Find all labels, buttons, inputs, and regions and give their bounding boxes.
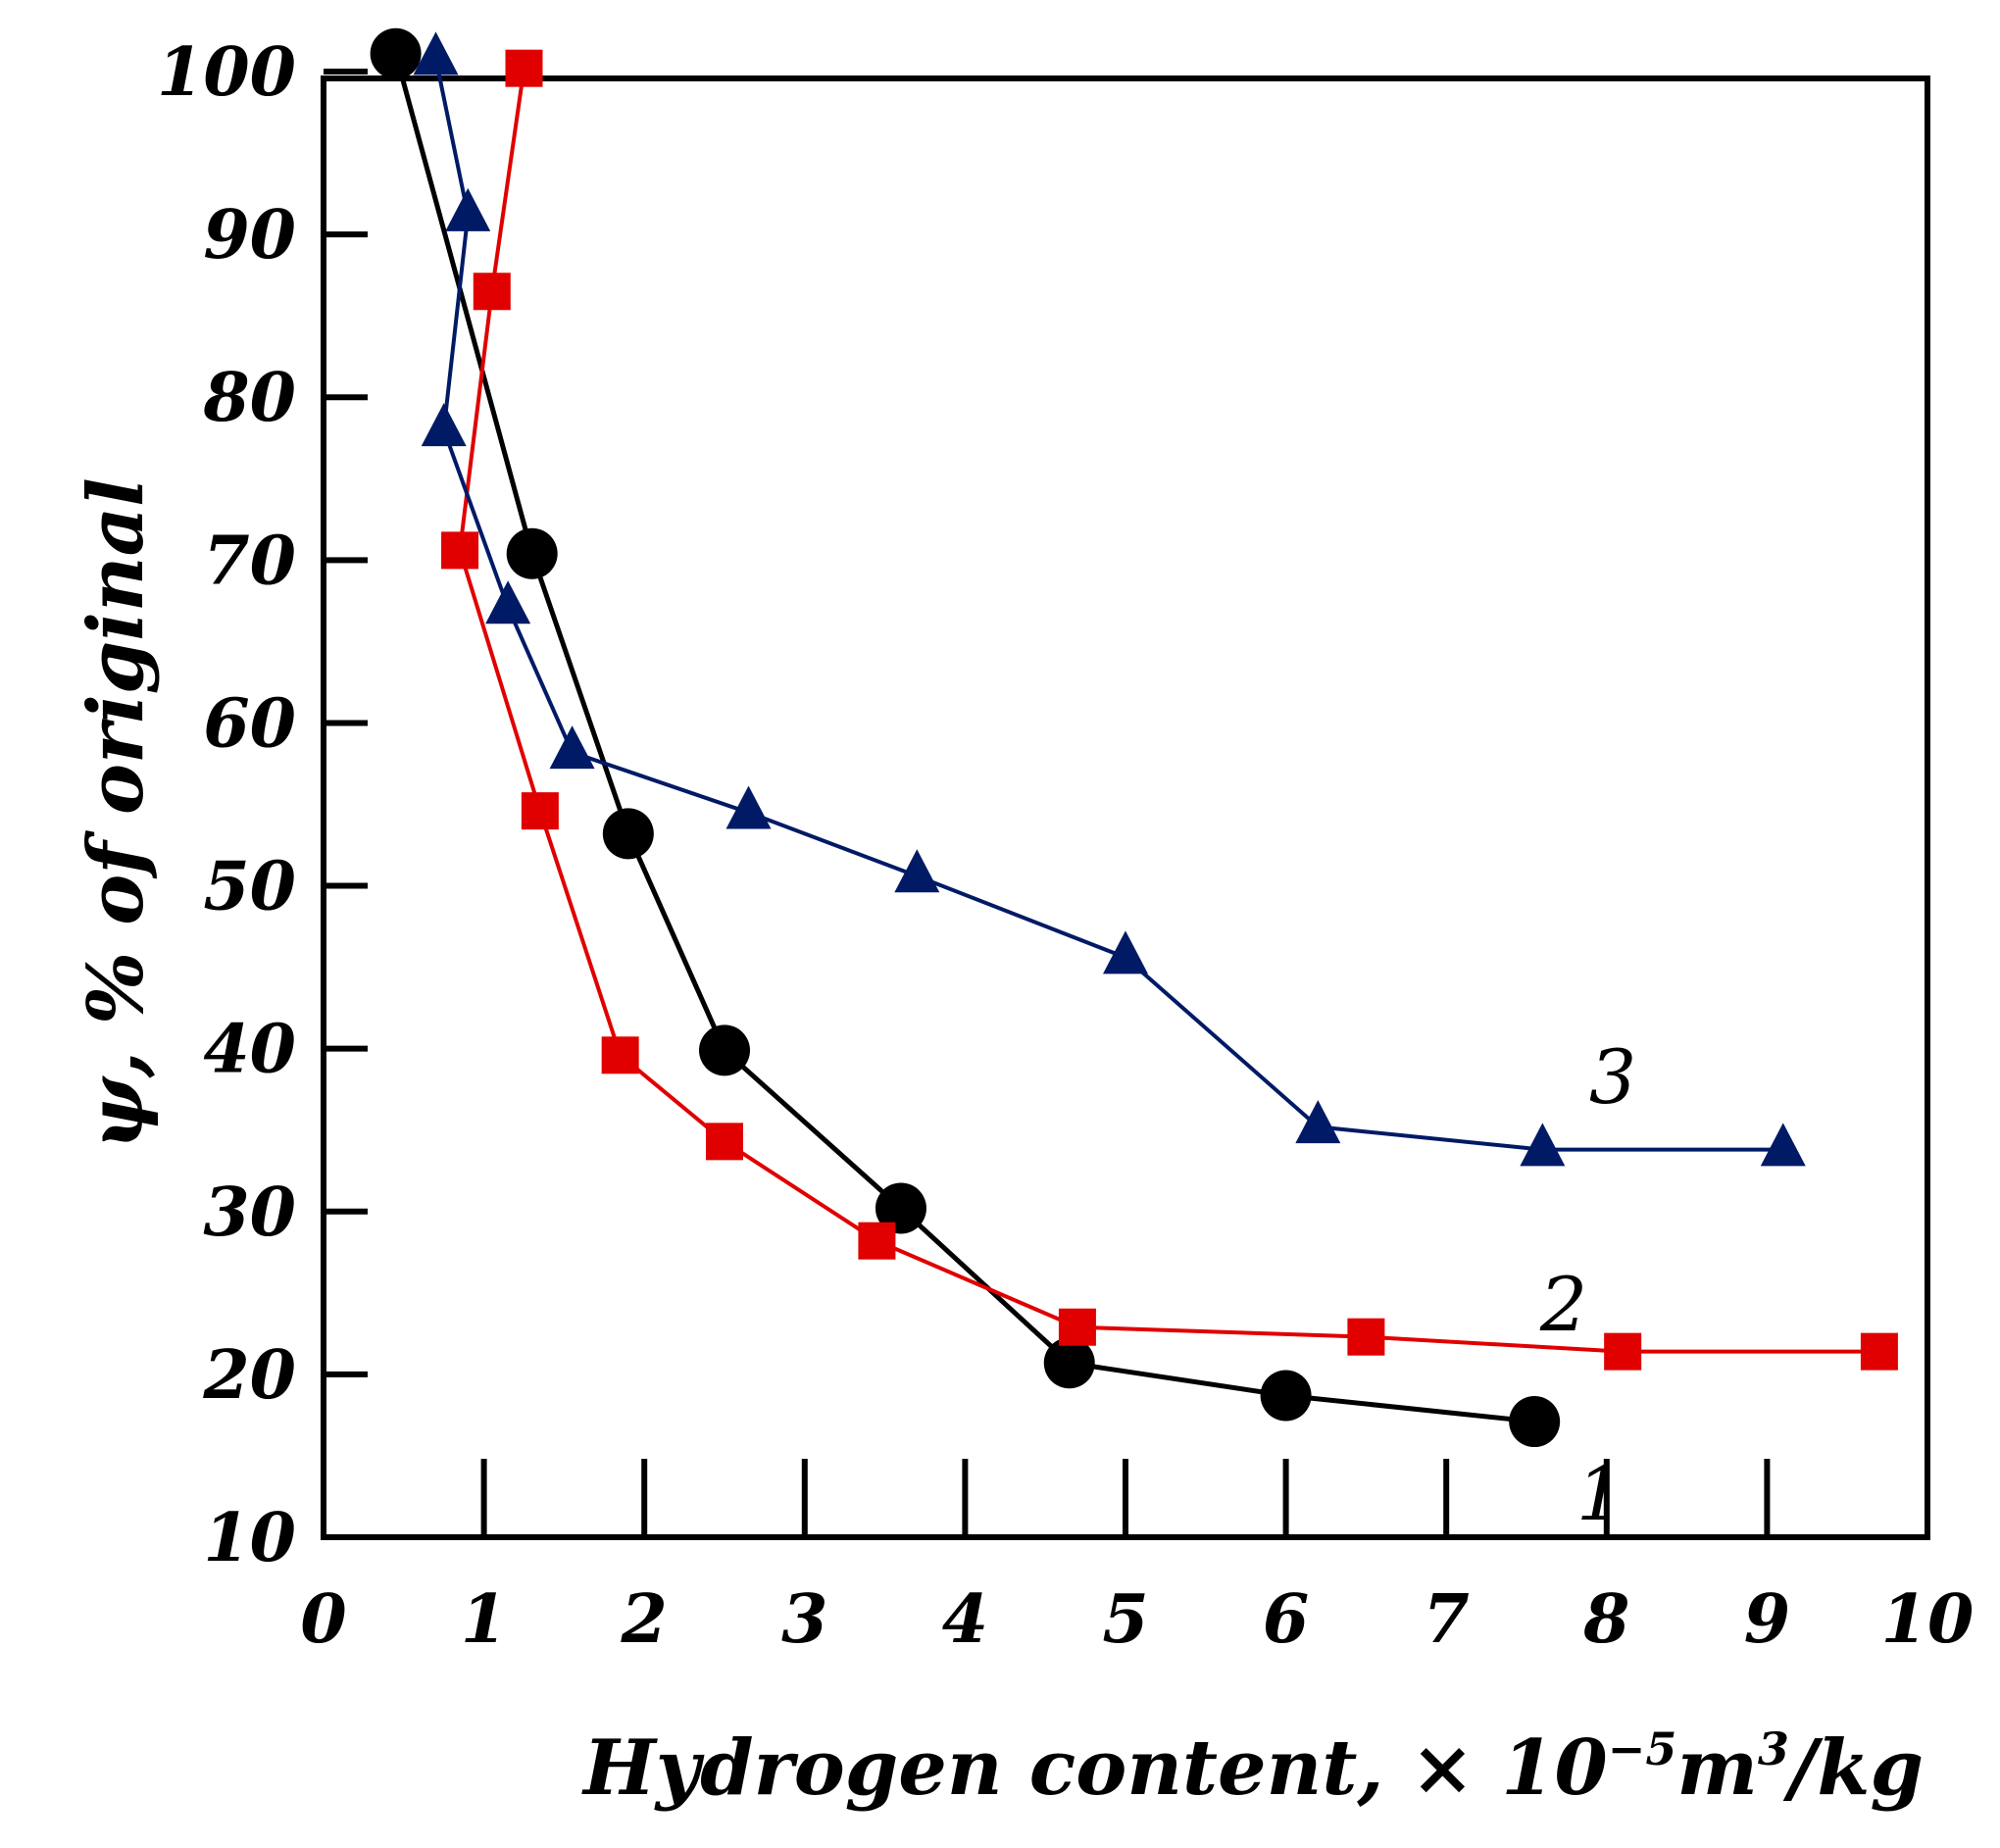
series-3-point bbox=[1295, 1100, 1341, 1144]
series-3-point bbox=[445, 187, 491, 231]
series-2-point bbox=[1604, 1332, 1642, 1371]
y-tick-label: 90 bbox=[203, 196, 296, 275]
y-tick-label: 60 bbox=[203, 684, 296, 763]
x-tick-label: 1 bbox=[461, 1580, 507, 1659]
series-3-point bbox=[894, 849, 940, 893]
series-3-line bbox=[433, 58, 1783, 1152]
x-tick-label: 6 bbox=[1263, 1580, 1309, 1659]
plot-frame bbox=[321, 75, 1930, 1540]
series-3-point bbox=[1103, 930, 1148, 974]
series-1-point bbox=[1043, 1337, 1095, 1389]
series-label-1: 1 bbox=[1576, 1450, 1624, 1537]
series-1 bbox=[370, 27, 1561, 1448]
y-tick-label: 50 bbox=[203, 848, 296, 926]
labels-layer: 1 2 3 bbox=[1539, 1033, 1636, 1537]
x-tick-label: 2 bbox=[621, 1580, 668, 1659]
series-3-point bbox=[725, 785, 772, 829]
series-1-point bbox=[875, 1182, 926, 1234]
axis-ticks: 0 1 2 3 4 5 6 7 8 9 10 10 20 30 40 50 60 70 80 90 100 bbox=[157, 33, 1974, 1659]
series-layer bbox=[370, 27, 1898, 1448]
series-3-point bbox=[413, 31, 459, 75]
x-axis-label-unit-rest: /kg bbox=[1782, 1723, 1924, 1813]
x-tick-label: 8 bbox=[1582, 1580, 1629, 1659]
x-tick-label: 0 bbox=[300, 1580, 346, 1659]
series-3 bbox=[413, 31, 1806, 1167]
y-tick-label: 70 bbox=[203, 522, 296, 600]
x-tick-label: 10 bbox=[1881, 1580, 1975, 1659]
x-axis-label-unit-m: m bbox=[1676, 1723, 1758, 1813]
x-axis-label-unit-exp: 3 bbox=[1758, 1723, 1789, 1775]
series-1-point bbox=[602, 808, 654, 860]
x-axis-label-main: Hydrogen content, × 10 bbox=[581, 1723, 1608, 1813]
x-tick-label: 5 bbox=[1102, 1580, 1148, 1659]
series-label-2: 2 bbox=[1539, 1261, 1587, 1348]
y-tick-label: 40 bbox=[203, 1011, 296, 1089]
series-3-point bbox=[485, 580, 531, 624]
series-3-point bbox=[421, 403, 467, 447]
series-label-3: 3 bbox=[1589, 1033, 1636, 1121]
series-1-point bbox=[370, 27, 422, 79]
series-2-point bbox=[521, 792, 559, 830]
series-1-point bbox=[506, 527, 558, 579]
series-1-line bbox=[393, 53, 1535, 1424]
series-2-point bbox=[473, 273, 511, 311]
series-2 bbox=[441, 49, 1898, 1371]
y-tick-label: 20 bbox=[202, 1336, 296, 1415]
x-tick-label: 3 bbox=[781, 1580, 827, 1659]
series-2-point bbox=[1860, 1332, 1898, 1371]
series-2-point bbox=[1347, 1318, 1385, 1356]
series-1-point bbox=[1509, 1396, 1561, 1448]
y-tick-label: 80 bbox=[202, 359, 296, 437]
x-tick-label: 7 bbox=[1424, 1580, 1470, 1659]
series-2-point bbox=[1058, 1308, 1096, 1346]
y-tick-label: 30 bbox=[203, 1174, 296, 1252]
series-3-point bbox=[1520, 1123, 1566, 1167]
series-2-point bbox=[441, 531, 479, 570]
series-1-point bbox=[1260, 1370, 1312, 1422]
series-2-point bbox=[505, 49, 543, 87]
series-3-point bbox=[1760, 1123, 1806, 1167]
x-axis-label: Hydrogen content, × 10−5m3/kg bbox=[581, 1723, 1924, 1813]
series-2-point bbox=[601, 1036, 639, 1074]
series-2-point bbox=[858, 1222, 896, 1260]
x-axis-label-exponent: −5 bbox=[1608, 1723, 1677, 1775]
x-tick-label: 4 bbox=[942, 1580, 988, 1659]
series-1-point bbox=[699, 1024, 750, 1076]
series-3-point bbox=[549, 725, 595, 770]
y-tick-label: 100 bbox=[157, 33, 296, 112]
y-tick-label: 10 bbox=[203, 1499, 296, 1577]
series-2-point bbox=[706, 1123, 743, 1161]
y-axis-label: ψ, % of original bbox=[72, 477, 161, 1150]
x-tick-label: 9 bbox=[1744, 1580, 1790, 1659]
series-2-line bbox=[458, 68, 1879, 1354]
